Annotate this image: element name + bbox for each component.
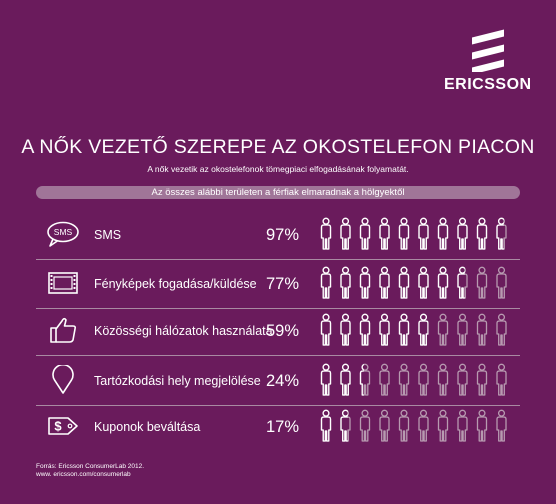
sms-icon-text: SMS [54,227,73,237]
person-icon [496,266,507,299]
person-icon [359,266,371,299]
person-icon [340,363,351,396]
people-row [320,409,507,442]
row-percent-coupons: 17% [266,418,300,436]
person-icon [457,409,468,442]
page-title: A NŐK VEZETŐ SZEREPE AZ OKOSTELEFON PIAC… [21,136,535,158]
source-note: Forrás: Ericsson ConsumerLab 2012. www. … [36,463,144,479]
row-divider [36,259,520,260]
svg-text:$: $ [54,419,62,434]
person-icon [340,266,351,299]
person-icon [359,409,371,442]
source-line: Forrás: Ericsson ConsumerLab 2012. [36,463,145,470]
page-subtitle: A nők vezetik az okostelefonok tömegpiac… [147,164,409,174]
person-icon [379,217,390,250]
person-icon [476,313,488,346]
people-row [320,363,507,396]
person-icon [476,363,488,396]
person-icon [418,363,429,396]
person-icon [359,363,371,396]
ericsson-wordmark: ERICSSON [444,76,532,93]
people-row [320,266,507,299]
person-icon [496,313,507,346]
person-icon [418,217,429,250]
source-url: www. ericsson.com/consumerlab [36,471,131,478]
stat-row-sms: SMS SMS 97% [36,214,520,260]
person-icon [340,409,351,442]
row-label-photos: Fényképek fogadása/küldése [94,277,257,291]
row-percent-social: 59% [266,322,300,340]
row-label-coupons: Kuponok beváltása [94,420,201,434]
person-icon [398,313,410,346]
person-icon [457,217,468,250]
row-percent-sms: 97% [266,226,300,244]
stat-row-coupons: $ Kuponok beváltása 17% [36,406,520,448]
person-icon [437,266,449,299]
person-icon [418,266,429,299]
person-icon [379,266,390,299]
person-icon [457,266,468,299]
people-row [320,313,507,346]
person-icon [437,313,449,346]
row-label-sms: SMS [94,228,122,242]
person-icon [320,409,332,442]
row-divider [36,308,520,309]
person-icon [437,363,449,396]
person-icon [496,409,507,442]
person-icon [398,266,410,299]
row-divider [36,355,520,356]
person-icon [398,409,410,442]
person-icon [379,313,390,346]
person-icon [340,313,351,346]
ericsson-logo: ERICSSON [444,26,532,94]
person-icon [379,409,390,442]
ericsson-logo-icon [472,29,504,72]
person-icon [320,313,332,346]
person-icon [476,217,488,250]
film-strip-icon [48,272,78,294]
person-icon [320,266,332,299]
row-percent-photos: 77% [266,275,300,293]
person-icon [418,313,429,346]
person-icon [398,363,410,396]
person-icon [496,363,507,396]
person-icon [359,313,371,346]
row-percent-location: 24% [266,372,300,390]
stat-row-photos: Fényképek fogadása/küldése 77% [36,263,520,309]
row-divider [36,405,520,406]
person-icon [320,363,332,396]
coupon-tag-icon: $ [48,417,78,435]
person-icon [437,217,449,250]
sms-bubble-icon: SMS [47,221,79,247]
info-band: Az összes alábbi területen a férfiak elm… [36,186,520,199]
person-icon [457,313,468,346]
person-icon [476,266,488,299]
row-label-location: Tartózkodási hely megjelölése [94,374,261,388]
location-pin-icon [52,365,74,394]
row-label-social: Közösségi hálózatok használata [94,324,273,338]
person-icon [320,217,332,250]
person-icon [398,217,410,250]
stat-row-social: Közösségi hálózatok használata 59% [36,310,520,356]
people-row [320,217,507,250]
person-icon [437,409,449,442]
person-icon [496,217,507,250]
stat-row-location: Tartózkodási hely megjelölése 24% [36,360,520,406]
person-icon [457,363,468,396]
person-icon [476,409,488,442]
person-icon [379,363,390,396]
thumbs-up-icon [50,317,77,343]
person-icon [340,217,351,250]
person-icon [359,217,371,250]
person-icon [418,409,429,442]
